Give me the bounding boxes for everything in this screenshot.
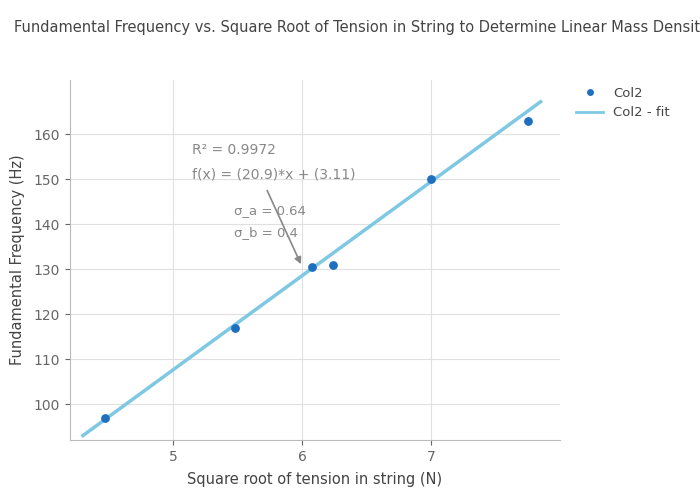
Text: σ_a = 0.64: σ_a = 0.64	[234, 204, 306, 217]
X-axis label: Square root of tension in string (N): Square root of tension in string (N)	[188, 472, 442, 487]
Col2	[328, 260, 339, 268]
Y-axis label: Fundamental Frequency (Hz): Fundamental Frequency (Hz)	[10, 154, 25, 366]
Legend: Col2, Col2 - fit: Col2, Col2 - fit	[576, 86, 670, 119]
Col2 - fit	[465, 151, 473, 157]
Col2	[522, 116, 533, 124]
Col2 - fit	[78, 432, 87, 438]
Col2	[230, 324, 241, 332]
Col2 - fit	[80, 432, 89, 438]
Col2 - fit	[494, 130, 502, 136]
Text: f(x) = (20.9)*x + (3.11): f(x) = (20.9)*x + (3.11)	[193, 168, 356, 182]
Text: σ_b = 0.4: σ_b = 0.4	[234, 226, 298, 239]
Text: Fundamental Frequency vs. Square Root of Tension in String to Determine Linear M: Fundamental Frequency vs. Square Root of…	[14, 20, 700, 35]
Line: Col2 - fit: Col2 - fit	[83, 102, 540, 435]
Col2 - fit	[350, 235, 358, 241]
Col2	[99, 414, 111, 422]
Col2 - fit	[536, 98, 545, 104]
Col2 - fit	[351, 234, 360, 240]
Text: R² = 0.9972: R² = 0.9972	[193, 143, 276, 157]
Col2 - fit	[359, 228, 368, 234]
Col2	[307, 263, 318, 271]
Col2	[426, 175, 437, 183]
